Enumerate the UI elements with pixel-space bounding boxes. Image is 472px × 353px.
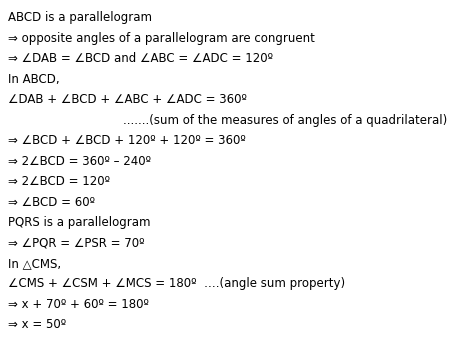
Text: ⇒ 2∠BCD = 120º: ⇒ 2∠BCD = 120º <box>8 175 110 188</box>
Text: PQRS is a parallelogram: PQRS is a parallelogram <box>8 216 151 229</box>
Text: In △CMS,: In △CMS, <box>8 257 62 270</box>
Text: ∠CMS + ∠CSM + ∠MCS = 180º  ….(angle sum property): ∠CMS + ∠CSM + ∠MCS = 180º ….(angle sum p… <box>8 277 346 291</box>
Text: ⇒ ∠BCD = 60º: ⇒ ∠BCD = 60º <box>8 196 95 209</box>
Text: ∠DAB + ∠BCD + ∠ABC + ∠ADC = 360º: ∠DAB + ∠BCD + ∠ABC + ∠ADC = 360º <box>8 93 247 106</box>
Text: ABCD is a parallelogram: ABCD is a parallelogram <box>8 11 152 24</box>
Text: ⇒ opposite angles of a parallelogram are congruent: ⇒ opposite angles of a parallelogram are… <box>8 32 315 45</box>
Text: ⇒ ∠BCD + ∠BCD + 120º + 120º = 360º: ⇒ ∠BCD + ∠BCD + 120º + 120º = 360º <box>8 134 246 147</box>
Text: ⇒ x = 50º: ⇒ x = 50º <box>8 318 67 331</box>
Text: ⇒ 2∠BCD = 360º – 240º: ⇒ 2∠BCD = 360º – 240º <box>8 155 152 168</box>
Text: ⇒ x + 70º + 60º = 180º: ⇒ x + 70º + 60º = 180º <box>8 298 149 311</box>
Text: .......(sum of the measures of angles of a quadrilateral): .......(sum of the measures of angles of… <box>123 114 447 127</box>
Text: ⇒ ∠PQR = ∠PSR = 70º: ⇒ ∠PQR = ∠PSR = 70º <box>8 237 145 250</box>
Text: In ABCD,: In ABCD, <box>8 73 60 86</box>
Text: ⇒ ∠DAB = ∠BCD and ∠ABC = ∠ADC = 120º: ⇒ ∠DAB = ∠BCD and ∠ABC = ∠ADC = 120º <box>8 52 273 65</box>
